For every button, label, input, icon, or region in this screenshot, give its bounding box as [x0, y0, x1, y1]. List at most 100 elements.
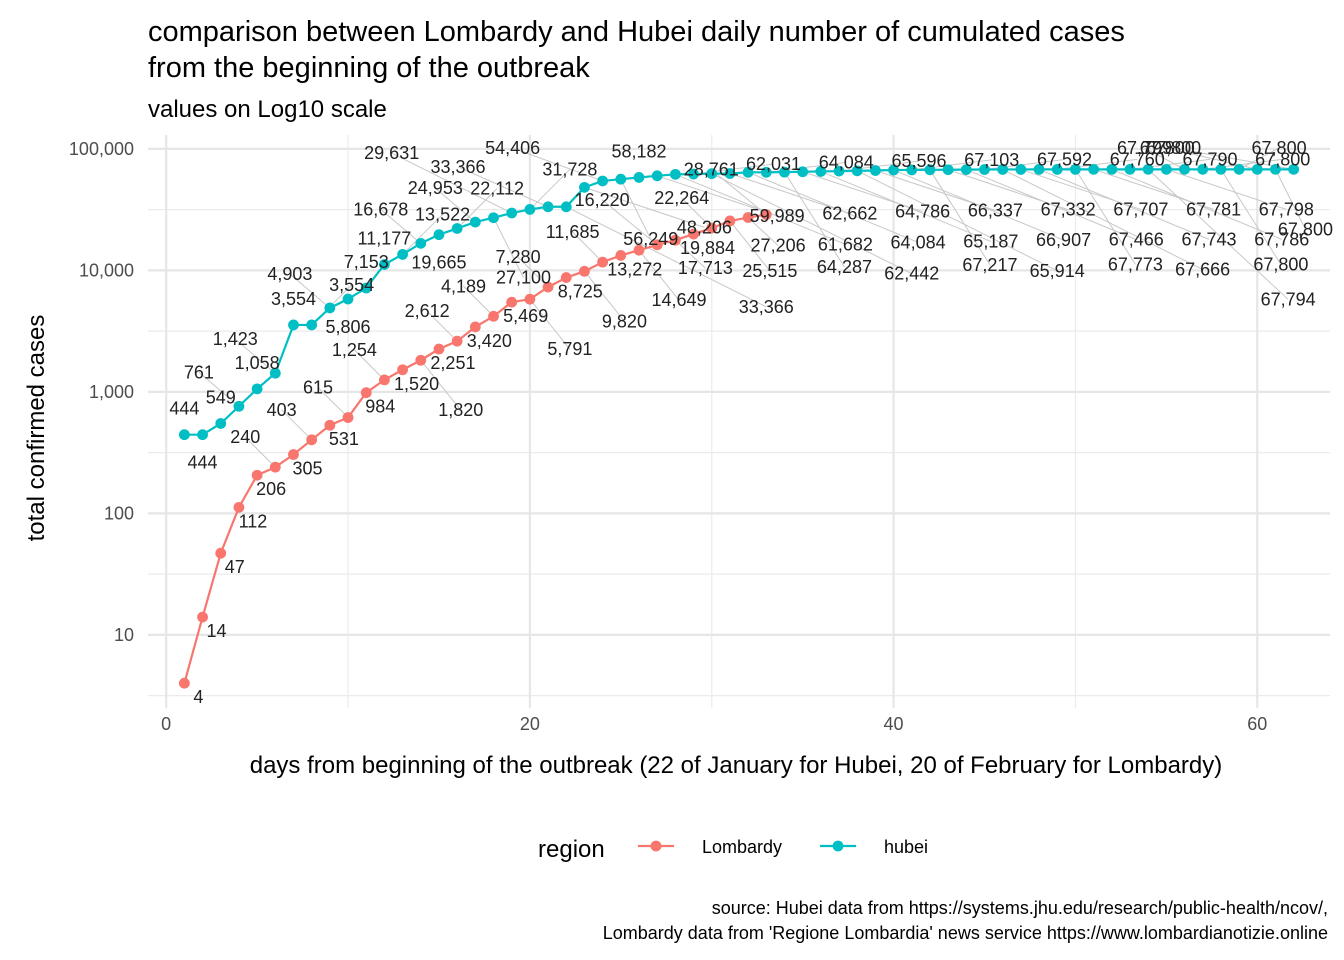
y-tick-label: 10,000 — [79, 260, 134, 280]
data-point-hubei — [233, 400, 245, 412]
data-label: 206 — [256, 479, 286, 499]
data-label: 67,666 — [1175, 259, 1230, 279]
data-point-hubei — [215, 418, 227, 429]
legend-label-hubei: hubei — [884, 837, 928, 857]
data-label: 67,773 — [1108, 254, 1163, 274]
label-leader-line — [457, 166, 549, 208]
data-point-lombardy — [178, 677, 190, 689]
data-point-hubei — [924, 164, 936, 176]
data-point-hubei — [869, 165, 881, 176]
data-label: 1,254 — [332, 340, 377, 360]
label-leader-line — [289, 273, 331, 309]
label-leader-line — [420, 359, 462, 411]
data-label: 16,678 — [353, 199, 408, 219]
data-labels: 4 14 47 112 206 240 305 403 531 615 984 1,254 1,520 1… — [169, 138, 1333, 707]
data-label: 67,794 — [1261, 289, 1316, 309]
x-axis-ticks: 0 20 40 60 — [161, 714, 1267, 734]
label-leader-line — [572, 231, 603, 263]
data-label: 67,466 — [1109, 230, 1164, 250]
data-point-hubei — [1124, 163, 1136, 175]
data-label: 14 — [207, 621, 227, 641]
y-axis-title: total confirmed cases — [23, 315, 50, 542]
label-leader-line — [380, 208, 422, 244]
label-leader-line — [711, 173, 912, 275]
data-label: 5,791 — [547, 339, 592, 359]
data-label: 67,786 — [1254, 229, 1309, 249]
data-point-lombardy — [742, 212, 754, 223]
data-point-lombardy — [197, 611, 208, 623]
data-point-hubei — [451, 223, 463, 234]
data-label: 64,084 — [891, 232, 946, 252]
data-label: 24,953 — [408, 178, 463, 198]
data-point-hubei — [597, 175, 609, 187]
label-leader-line — [710, 169, 767, 215]
label-leader-line — [434, 187, 476, 223]
data-label: 13,272 — [607, 259, 662, 279]
data-label: 9,820 — [602, 311, 647, 331]
data-point-lombardy — [669, 234, 681, 246]
legend-label-lombardy: Lombardy — [702, 837, 782, 857]
data-point-hubei — [579, 181, 590, 193]
grid — [148, 135, 1330, 708]
label-leader-line — [1038, 168, 1210, 240]
data-point-hubei — [1197, 163, 1209, 175]
data-label: 62,031 — [746, 154, 801, 174]
data-point-hubei — [1270, 163, 1281, 175]
data-point-hubei — [815, 166, 827, 177]
data-point-lombardy — [615, 250, 627, 261]
data-label: 29,631 — [364, 143, 419, 163]
label-leader-line — [681, 197, 713, 229]
y-tick-label: 100 — [104, 503, 134, 523]
data-point-hubei — [288, 319, 299, 331]
data-label: 549 — [206, 387, 236, 407]
series-points — [178, 163, 1300, 689]
data-point-hubei — [1179, 163, 1190, 175]
label-leader-line — [601, 199, 658, 246]
label-leader-line — [244, 436, 276, 468]
data-point-hubei — [760, 166, 772, 178]
label-leader-line — [929, 169, 991, 266]
label-leader-line — [747, 217, 779, 246]
label-leader-line — [512, 147, 603, 182]
data-label: 66,337 — [968, 201, 1023, 221]
data-label: 2,612 — [405, 301, 450, 321]
data-point-hubei — [360, 282, 372, 294]
data-label: 27,100 — [496, 268, 551, 288]
data-label: 761 — [184, 362, 214, 382]
label-leader-line — [820, 170, 992, 242]
data-point-lombardy — [324, 419, 336, 431]
data-point-hubei — [706, 168, 718, 180]
chart-title: comparison between Lombardy and Hubei da… — [148, 16, 1125, 84]
data-point-lombardy — [415, 354, 427, 366]
data-point-hubei — [1015, 164, 1027, 175]
data-point-hubei — [178, 429, 190, 441]
y-axis-ticks: 10 100 1,000 10,000 100,000 — [69, 139, 134, 645]
data-label: 67,760 — [1110, 149, 1165, 169]
data-point-lombardy — [542, 281, 554, 293]
data-label: 56,249 — [623, 229, 678, 249]
label-leader-line — [456, 188, 498, 229]
data-point-lombardy — [506, 296, 518, 308]
legend-title: region — [538, 836, 605, 863]
label-leader-line — [1074, 169, 1136, 265]
data-point-hubei — [469, 216, 481, 228]
data-point-hubei — [906, 164, 918, 176]
data-point-hubei — [669, 168, 681, 180]
data-point-hubei — [379, 259, 390, 270]
data-label: 65,187 — [963, 231, 1018, 251]
y-tick-label: 10 — [114, 625, 134, 645]
data-point-hubei — [615, 173, 627, 185]
x-tick-label: 0 — [161, 714, 171, 734]
data-label: 65,914 — [1030, 261, 1085, 281]
data-point-lombardy — [342, 412, 354, 423]
data-label: 13,522 — [415, 204, 470, 224]
data-point-hubei — [1106, 163, 1118, 175]
data-label: 8,725 — [558, 282, 603, 302]
data-point-hubei — [797, 166, 809, 178]
data-label: 67,707 — [1113, 199, 1168, 219]
data-label: 5,469 — [503, 306, 548, 326]
y-tick-label: 100,000 — [69, 139, 134, 159]
data-point-hubei — [997, 164, 1009, 175]
data-point-lombardy — [706, 222, 718, 234]
